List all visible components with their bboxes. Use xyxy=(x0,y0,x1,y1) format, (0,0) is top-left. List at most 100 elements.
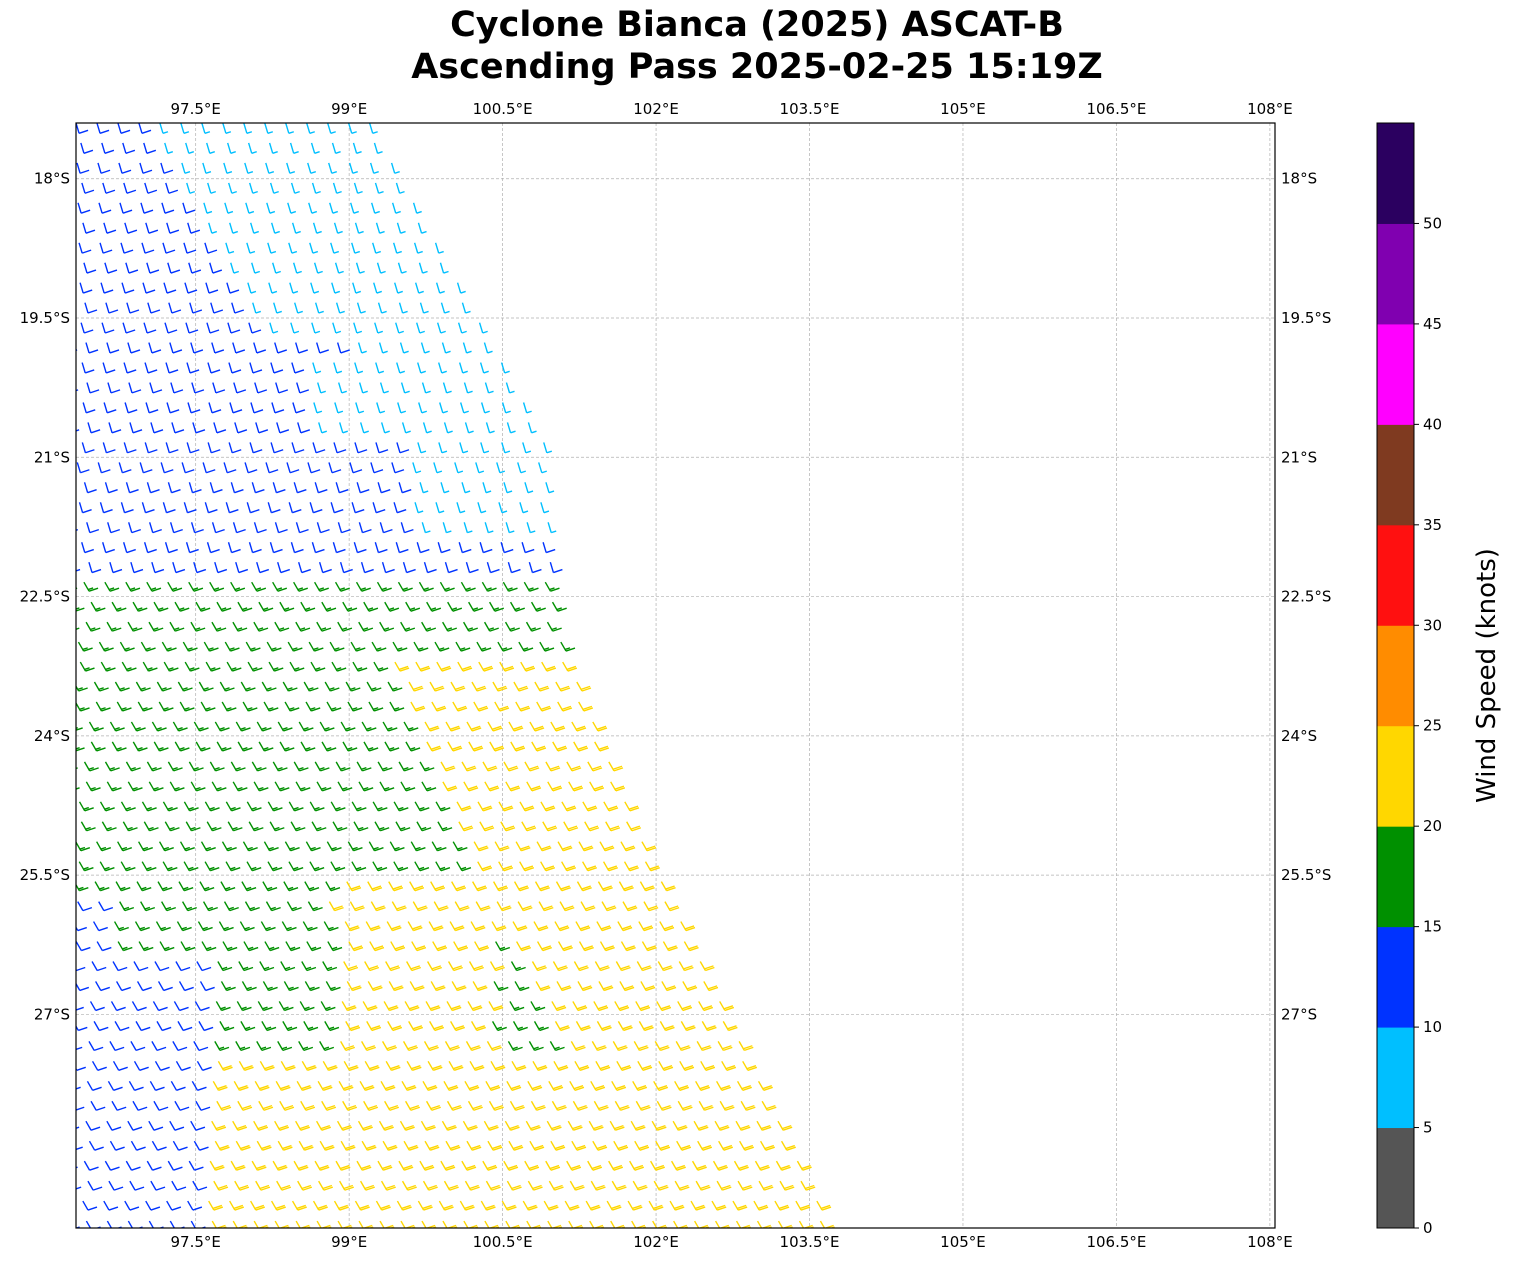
wind-barb xyxy=(547,1220,563,1228)
wind-barb xyxy=(210,302,224,314)
wind-barb xyxy=(486,1041,502,1052)
wind-barb xyxy=(245,641,261,652)
wind-barb xyxy=(376,262,386,274)
wind-barb xyxy=(187,402,201,414)
wind-barb xyxy=(656,1100,672,1111)
wind-barb xyxy=(306,941,322,952)
wind-barb xyxy=(432,941,448,952)
lat-tick-label-right: 27°S xyxy=(1281,1005,1317,1023)
wind-barb xyxy=(148,342,162,354)
wind-barb xyxy=(468,961,484,972)
wind-barb xyxy=(337,382,347,394)
wind-barb xyxy=(173,1001,189,1012)
wind-barb xyxy=(819,1220,835,1228)
wind-barb xyxy=(376,402,386,414)
wind-barb xyxy=(57,203,69,213)
wind-barb xyxy=(148,781,164,792)
wind-barb xyxy=(221,701,237,712)
wind-barb xyxy=(207,182,217,194)
wind-barb xyxy=(76,727,83,731)
wind-barb xyxy=(114,681,130,692)
wind-barb xyxy=(211,1120,227,1131)
wind-barb xyxy=(337,522,351,534)
colorbar-tick-label: 10 xyxy=(1423,1018,1442,1036)
wind-barb xyxy=(176,921,192,932)
wind-barb xyxy=(431,841,447,852)
wind-barb xyxy=(201,941,217,952)
wind-barb xyxy=(196,1060,212,1071)
wind-barb xyxy=(54,702,68,711)
wind-barb xyxy=(286,901,302,912)
wind-barb xyxy=(315,1120,331,1131)
wind-barb xyxy=(86,522,100,534)
wind-barb xyxy=(76,462,90,474)
lat-tick-label-right: 21°S xyxy=(1281,448,1317,466)
wind-barb xyxy=(395,182,405,194)
wind-barb xyxy=(602,861,618,872)
wind-barb xyxy=(346,981,362,992)
wind-barb xyxy=(657,961,673,972)
wind-barb xyxy=(246,801,262,812)
wind-barb xyxy=(248,542,262,554)
wind-barb xyxy=(356,302,366,314)
wind-barb xyxy=(540,861,556,872)
wind-barb xyxy=(312,362,322,374)
wind-barb xyxy=(267,801,283,812)
wind-barb xyxy=(131,1001,147,1012)
wind-barb xyxy=(436,661,452,672)
wind-barb xyxy=(462,1120,478,1131)
wind-barb xyxy=(422,422,432,434)
wind-barb xyxy=(435,502,445,514)
wind-barb xyxy=(216,601,232,612)
wind-barb xyxy=(211,342,225,354)
wind-barb xyxy=(80,142,94,154)
wind-barb xyxy=(503,1160,519,1171)
wind-barb xyxy=(151,562,165,574)
wind-barb xyxy=(277,721,293,732)
wind-barb xyxy=(564,1200,580,1211)
wind-barb xyxy=(167,262,181,274)
wind-barb xyxy=(404,1001,420,1012)
wind-barb xyxy=(242,841,258,852)
lat-tick-label-right: 22.5°S xyxy=(1281,588,1331,606)
wind-barb xyxy=(534,881,550,892)
wind-barb xyxy=(117,941,133,952)
wind-barb xyxy=(104,1160,120,1171)
wind-barb xyxy=(287,641,303,652)
wind-barb xyxy=(662,941,678,952)
wind-barb xyxy=(429,1021,445,1032)
wind-barb xyxy=(403,721,419,732)
wind-barb xyxy=(800,1180,816,1191)
wind-barb xyxy=(83,581,99,592)
wind-barb xyxy=(400,522,414,534)
wind-barb xyxy=(272,262,281,274)
wind-barb xyxy=(509,1100,525,1111)
wind-barb xyxy=(717,1041,733,1052)
wind-barb xyxy=(580,901,596,912)
wind-barb xyxy=(225,502,239,514)
wind-barb xyxy=(274,621,290,632)
wind-barb xyxy=(160,462,174,474)
wind-barb xyxy=(699,961,715,972)
wind-barb xyxy=(379,1220,395,1228)
wind-barb xyxy=(536,841,552,852)
wind-barb xyxy=(376,581,392,592)
wind-barb xyxy=(199,881,215,892)
wind-barb xyxy=(228,182,237,194)
wind-barb xyxy=(313,581,329,592)
wind-barb xyxy=(76,1226,80,1228)
wind-barb xyxy=(246,861,262,872)
wind-barb xyxy=(248,322,262,334)
wind-barb xyxy=(118,462,132,474)
wind-barb xyxy=(153,1100,169,1111)
wind-barb xyxy=(643,901,659,912)
wind-barb xyxy=(63,263,75,273)
wind-barb xyxy=(633,1041,649,1052)
wind-barb xyxy=(91,1060,107,1071)
wind-barb xyxy=(488,1100,504,1111)
wind-barb xyxy=(164,322,178,334)
wind-barb xyxy=(387,1021,403,1032)
wind-barb xyxy=(630,1120,646,1131)
wind-barb xyxy=(624,801,640,812)
wind-barb xyxy=(358,1220,374,1228)
